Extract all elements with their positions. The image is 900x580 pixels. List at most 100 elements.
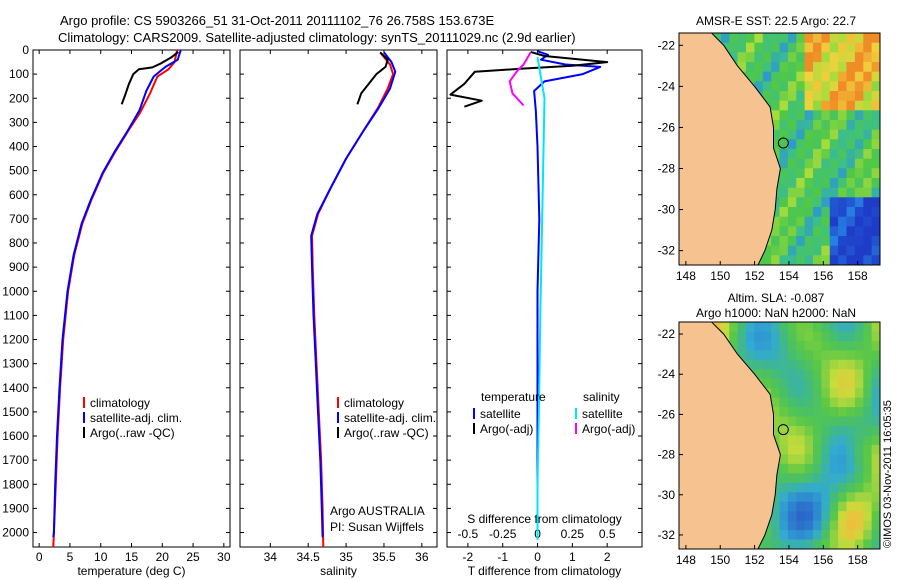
sla-field-cell <box>796 369 806 380</box>
sst-field-cell <box>779 255 789 265</box>
sla-field-cell <box>854 331 864 342</box>
sst-field-cell <box>846 236 856 247</box>
sst-field-cell <box>854 62 864 73</box>
sla-field-cell <box>838 482 848 493</box>
sla-field-cell <box>838 426 848 437</box>
sst-field-cell <box>829 120 839 131</box>
sst-field-cell <box>871 129 880 140</box>
sla-field-cell <box>762 331 772 342</box>
sst-field-cell <box>829 178 839 189</box>
sst-field-cell <box>846 158 856 169</box>
sst-field-cell <box>821 245 831 256</box>
sla-field-cell <box>804 340 814 351</box>
temp-xtick-label: 15 <box>125 550 139 564</box>
sla-field-cell <box>838 445 848 456</box>
sst-field-cell <box>838 100 848 111</box>
sst-field-cell <box>821 110 831 121</box>
sla-field-cell <box>787 416 797 427</box>
sla-field-cell <box>787 426 797 437</box>
tdiff-xtick-label: -1 <box>497 550 508 564</box>
sla-field-cell <box>804 454 814 465</box>
sst-field-cell <box>796 42 806 53</box>
sst-field-cell <box>846 81 856 92</box>
sst-field-cell <box>821 81 831 92</box>
sst-field-cell <box>737 62 747 73</box>
sla-field-cell <box>796 388 806 399</box>
sla-field-cell <box>779 340 789 351</box>
sla-field-cell <box>746 350 755 361</box>
sla-field-cell <box>779 435 789 446</box>
sla-field-cell <box>821 482 831 493</box>
sst-field-cell <box>796 33 806 44</box>
sla-field-cell <box>779 445 789 456</box>
sst-field-cell <box>854 139 864 150</box>
sla-field-cell <box>813 369 822 380</box>
sla-field-cell <box>829 463 839 474</box>
sst-field-cell <box>754 52 764 63</box>
sla-field-cell <box>829 520 839 531</box>
temp-xtick-label: 0 <box>36 550 43 564</box>
sst-field-cell <box>871 100 880 111</box>
sla-field-cell <box>821 359 831 370</box>
sst-field-cell <box>779 129 789 140</box>
sla-field-cell <box>846 454 856 465</box>
sla-field-cell <box>829 501 839 512</box>
sla-field-cell <box>863 539 873 549</box>
tdiff-legend-title: temperature <box>481 390 546 404</box>
sst-field-cell <box>829 236 839 247</box>
sst-field-cell <box>821 216 831 227</box>
sst-field-cell <box>838 42 848 53</box>
sst-field-cell <box>821 129 831 140</box>
sst-field-cell <box>813 139 822 150</box>
sst-field-cell <box>838 62 848 73</box>
sla-field-cell <box>813 359 822 370</box>
sla-field-cell <box>854 322 864 333</box>
sla-field-cell <box>838 454 848 465</box>
sst-field-cell <box>854 129 864 140</box>
sst-field-cell <box>804 33 814 44</box>
sst-field-cell <box>779 139 789 150</box>
sdiff-xtick-label: 0.5 <box>599 527 616 541</box>
sla-field-cell <box>804 530 814 541</box>
sla-field-cell <box>821 511 831 522</box>
sst-field-cell <box>846 52 856 63</box>
sst-field-cell <box>804 197 814 208</box>
sst-field-cell <box>863 207 873 218</box>
sla-field-cell <box>829 331 839 342</box>
sla-field-cell <box>796 416 806 427</box>
sla-field-cell <box>854 520 864 531</box>
sst-field-cell <box>787 71 797 82</box>
sst-field-cell <box>771 216 781 227</box>
sla-field-cell <box>846 501 856 512</box>
sst-field-cell <box>871 120 880 131</box>
sla-field-cell <box>813 454 822 465</box>
sst-field-cell <box>838 236 848 247</box>
sst-field-cell <box>796 207 806 218</box>
sla-field-cell <box>771 331 781 342</box>
sla-field-cell <box>754 350 764 361</box>
sla-lat-tick-label: -30 <box>658 488 676 502</box>
sla-field-cell <box>854 482 864 493</box>
sst-field-cell <box>854 81 864 92</box>
sla-field-cell <box>838 530 848 541</box>
sla-field-cell <box>779 539 789 549</box>
sst-field-cell <box>846 255 856 265</box>
sla-field-cell <box>779 454 789 465</box>
sal-legend-label: satellite-adj. clim. <box>344 411 436 425</box>
sla-field-cell <box>821 454 831 465</box>
sla-field-cell <box>737 350 747 361</box>
sla-field-cell <box>846 463 856 474</box>
sla-field-cell <box>871 539 880 549</box>
sla-field-cell <box>863 473 873 484</box>
sal-xtick-label: 34 <box>264 550 278 564</box>
sla-field-cell <box>787 539 797 549</box>
sla-field-cell <box>796 501 806 512</box>
sla-field-cell <box>838 378 848 389</box>
sla-field-cell <box>863 530 873 541</box>
sst-field-cell <box>804 81 814 92</box>
sst-field-cell <box>771 110 781 121</box>
depth-tick-label: 300 <box>9 115 29 129</box>
sst-field-cell <box>787 226 797 237</box>
sla-field-cell <box>829 492 839 503</box>
sla-field-cell <box>813 482 822 493</box>
